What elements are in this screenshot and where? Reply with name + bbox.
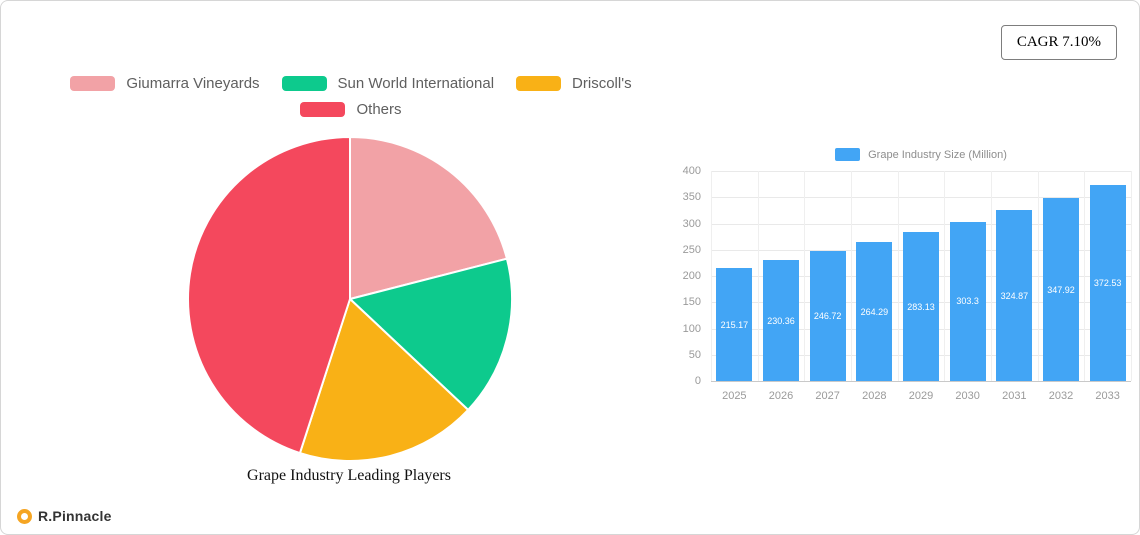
bar-legend-swatch-icon	[835, 148, 861, 161]
brand-dot-icon	[17, 508, 32, 524]
pie-legend-item[interactable]: Driscoll's	[516, 75, 632, 92]
pie-legend-item[interactable]: Sun World International	[281, 75, 495, 92]
bar-value-label: 372.53	[1093, 278, 1122, 289]
gridline	[1037, 171, 1039, 381]
bar-value-label: 347.92	[1047, 284, 1075, 295]
bar[interactable]: 283.13	[903, 232, 939, 381]
bar[interactable]: 246.72	[809, 251, 846, 381]
y-axis-tick-label: 200	[682, 270, 701, 282]
bar-chart-plot: 0 50 100 150 200 250 300 350 400 215.17 2025 230.36…	[683, 165, 1132, 402]
gridline	[944, 171, 946, 381]
gridline	[711, 197, 1131, 199]
y-axis-tick-label: 100	[682, 322, 701, 335]
bar-legend-label: Grape Industry Size (Million)	[868, 148, 1007, 161]
bar[interactable]: 303.3	[949, 221, 986, 381]
y-axis-tick-label: 350	[682, 191, 701, 204]
pie-slice[interactable]	[187, 136, 351, 455]
brand-logo: R.Pinnacle	[17, 508, 112, 524]
brand-name: R.Pinnacle	[38, 508, 112, 524]
pie-title: Grape Industry Leading Players	[247, 467, 451, 484]
cagr-badge: CAGR 7.10%	[1000, 25, 1117, 60]
y-axis-tick-label: 300	[682, 217, 701, 230]
bar[interactable]: 264.29	[856, 242, 893, 381]
pie-legend-swatch-icon	[70, 76, 116, 91]
gridline	[711, 223, 1131, 225]
bar-value-label: 264.29	[860, 306, 889, 317]
bar[interactable]: 215.17	[716, 268, 753, 381]
pie-legend-label: Others	[356, 101, 402, 118]
pie-slice[interactable]	[298, 298, 470, 462]
bar-value-label: 246.72	[813, 311, 842, 322]
pie-legend: Giumarra Vineyards Sun World Internationa…	[41, 75, 661, 118]
gridline	[711, 171, 1131, 172]
pie-legend-item[interactable]: Others	[300, 101, 402, 118]
gridline	[804, 171, 806, 381]
gridline	[851, 171, 852, 381]
x-axis-tick-label: 2027	[815, 390, 840, 402]
bar-value-label: 283.13	[907, 301, 935, 312]
x-axis-tick-label: 2032	[1048, 390, 1074, 402]
bar-legend-item[interactable]: Grape Industry Size (Million)	[711, 148, 1131, 161]
gridline	[1131, 171, 1132, 381]
x-axis-tick-label: 2029	[908, 390, 934, 402]
pie-legend-label: Driscoll's	[572, 75, 632, 92]
x-axis-tick-label: 2028	[862, 390, 887, 402]
bar-value-label: 215.17	[720, 319, 749, 330]
pie-legend-swatch-icon	[281, 76, 327, 91]
y-axis-tick-label: 150	[682, 296, 701, 309]
x-axis-tick-label: 2030	[955, 390, 980, 402]
pie-slice[interactable]	[349, 136, 508, 300]
bar-value-label: 324.87	[1000, 290, 1029, 301]
gridline	[711, 171, 712, 381]
y-axis-tick-label: 250	[682, 243, 701, 256]
bar-value-label: 303.3	[956, 296, 979, 307]
pie-legend-label: Giumarra Vineyards	[126, 75, 260, 92]
pie-legend-swatch-icon	[300, 102, 346, 117]
gridline	[1084, 171, 1086, 381]
gridline	[757, 171, 759, 381]
pie-slice[interactable]	[349, 257, 513, 411]
x-axis-tick-label: 2026	[768, 390, 794, 402]
gridline	[991, 171, 992, 381]
x-axis-tick-label: 2031	[1002, 390, 1027, 402]
pie-legend-item[interactable]: Giumarra Vineyards	[70, 75, 260, 92]
bar[interactable]: 372.53	[1089, 185, 1126, 381]
x-axis-tick-label: 2033	[1095, 390, 1120, 402]
bar[interactable]: 324.87	[996, 210, 1033, 381]
y-axis-tick-label: 0	[694, 375, 701, 387]
pie-legend-swatch-icon	[516, 76, 562, 91]
gridline	[897, 171, 899, 381]
y-axis-tick-label: 50	[688, 348, 701, 361]
pie-chart	[187, 136, 513, 462]
bar[interactable]: 230.36	[763, 260, 799, 381]
bar-value-label: 230.36	[767, 315, 795, 326]
x-axis-tick-label: 2025	[722, 390, 747, 402]
bar[interactable]: 347.92	[1043, 198, 1079, 381]
y-axis-tick-label: 400	[682, 165, 701, 177]
pie-legend-label: Sun World International	[337, 75, 495, 92]
